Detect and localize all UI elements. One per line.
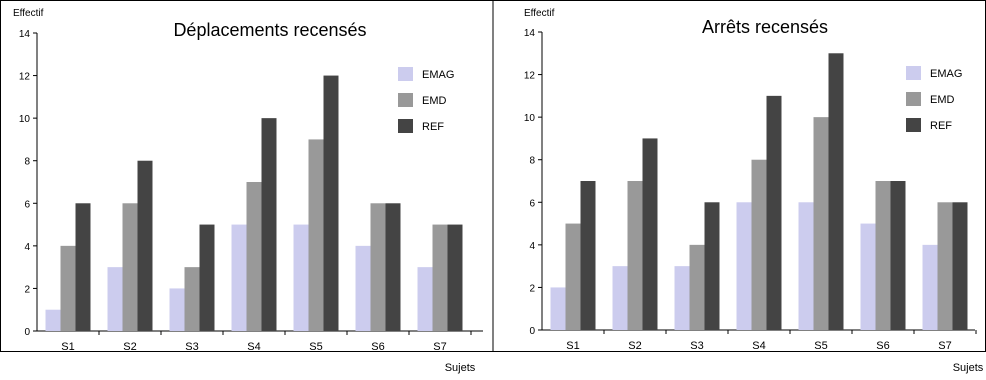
- bar-ref-s5: [828, 53, 844, 331]
- x-tick-label: S7: [433, 341, 446, 353]
- bar-emd-s3: [184, 267, 200, 331]
- bar-emag-s4: [736, 202, 752, 330]
- y-tick-label: 4: [529, 241, 535, 252]
- bar-emag-s2: [107, 267, 123, 331]
- x-tick-label: S2: [628, 340, 641, 352]
- legend-swatch-emag: [906, 66, 921, 80]
- legend-label-emd: EMD: [422, 95, 447, 107]
- chart-arrets: Effectif Arrêts recensés Sujets 0 2 4 6 8 10 1…: [524, 8, 984, 374]
- x-tick-label: S2: [123, 341, 136, 353]
- x-tick-label: S1: [61, 341, 74, 353]
- bar-emag-s6: [860, 223, 876, 330]
- y-tick-label: 10: [524, 113, 536, 124]
- y-tick-label: 0: [529, 326, 535, 337]
- y-tick-label: 8: [529, 156, 535, 167]
- legend-label-emag: EMAG: [930, 68, 962, 80]
- bar-emd-s4: [246, 182, 262, 331]
- y-axis-label: Effectif: [13, 8, 44, 19]
- y-tick-label: 2: [24, 284, 30, 295]
- bar-emag-s3: [169, 288, 185, 331]
- legend-swatch-ref: [906, 118, 921, 132]
- bar-emd-s2: [122, 203, 138, 331]
- bar-ref-s4: [261, 118, 277, 332]
- legend-label-ref: REF: [422, 121, 444, 133]
- y-tick-label: 4: [24, 242, 30, 253]
- bar-ref-s7: [447, 224, 463, 331]
- bar-emag-s1: [550, 287, 566, 330]
- x-tick-label: S4: [247, 341, 260, 353]
- legend-label-emd: EMD: [930, 94, 955, 106]
- legend-swatch-emd: [398, 93, 413, 107]
- chart-title: Arrêts recensés: [702, 17, 828, 37]
- x-axis-label: Sujets: [445, 362, 476, 374]
- x-tick-label: S5: [309, 341, 322, 353]
- legend-swatch-emag: [398, 67, 413, 81]
- bar-emd-s6: [875, 181, 891, 330]
- bar-emag-s5: [798, 202, 814, 330]
- bar-emd-s1: [60, 245, 76, 331]
- y-tick-label: 8: [24, 157, 30, 168]
- y-tick-label: 14: [19, 29, 31, 40]
- bar-emag-s3: [674, 266, 690, 330]
- bar-emag-s5: [293, 224, 309, 331]
- bar-ref-s6: [890, 181, 906, 330]
- legend-label-ref: REF: [930, 120, 952, 132]
- y-axis-label: Effectif: [524, 8, 555, 19]
- bar-ref-s5: [323, 75, 339, 331]
- bar-emd-s6: [370, 203, 386, 331]
- bar-emag-s1: [45, 309, 61, 331]
- x-tick-label: S3: [690, 340, 703, 352]
- bar-emag-s7: [417, 267, 433, 331]
- x-tick-label: S6: [876, 340, 889, 352]
- bar-emd-s5: [813, 117, 829, 331]
- bar-ref-s1: [75, 203, 91, 331]
- bar-ref-s4: [766, 95, 782, 330]
- bar-ref-s2: [137, 160, 153, 331]
- x-tick-label: S1: [566, 340, 579, 352]
- bar-ref-s1: [580, 181, 596, 330]
- bar-emag-s2: [612, 266, 628, 330]
- chart-title: Déplacements recensés: [173, 20, 366, 40]
- bar-emd-s1: [565, 223, 581, 330]
- chart-deplacements: Effectif Déplacements recensés Sujets 0 2…: [13, 8, 483, 374]
- x-tick-label: S7: [938, 340, 951, 352]
- bar-ref-s3: [704, 202, 720, 330]
- legend-swatch-emd: [906, 92, 921, 106]
- y-tick-label: 12: [19, 72, 31, 83]
- y-tick-label: 10: [19, 114, 31, 125]
- y-tick-label: 6: [24, 199, 30, 210]
- bar-emd-s7: [432, 224, 448, 331]
- x-tick-label: S3: [185, 341, 198, 353]
- legend-swatch-ref: [398, 119, 413, 133]
- x-tick-label: S5: [814, 340, 827, 352]
- bar-emag-s6: [355, 245, 371, 331]
- bar-emag-s4: [231, 224, 247, 331]
- y-tick-label: 14: [524, 28, 536, 39]
- bar-emd-s4: [751, 159, 767, 330]
- bar-ref-s6: [385, 203, 401, 331]
- bar-ref-s3: [199, 224, 215, 331]
- bar-emd-s5: [308, 139, 324, 331]
- bar-emd-s2: [627, 181, 643, 330]
- y-tick-label: 0: [24, 327, 30, 338]
- x-tick-label: S6: [371, 341, 384, 353]
- y-tick-label: 6: [529, 198, 535, 209]
- bar-emd-s3: [689, 244, 705, 330]
- y-tick-label: 2: [529, 283, 535, 294]
- bar-emag-s7: [922, 244, 938, 330]
- y-tick-label: 12: [524, 71, 536, 82]
- bar-ref-s7: [952, 202, 968, 330]
- x-axis-label: Sujets: [953, 362, 984, 374]
- bar-emd-s7: [937, 202, 953, 330]
- legend-label-emag: EMAG: [422, 69, 454, 81]
- x-tick-label: S4: [752, 340, 765, 352]
- bar-ref-s2: [642, 138, 658, 330]
